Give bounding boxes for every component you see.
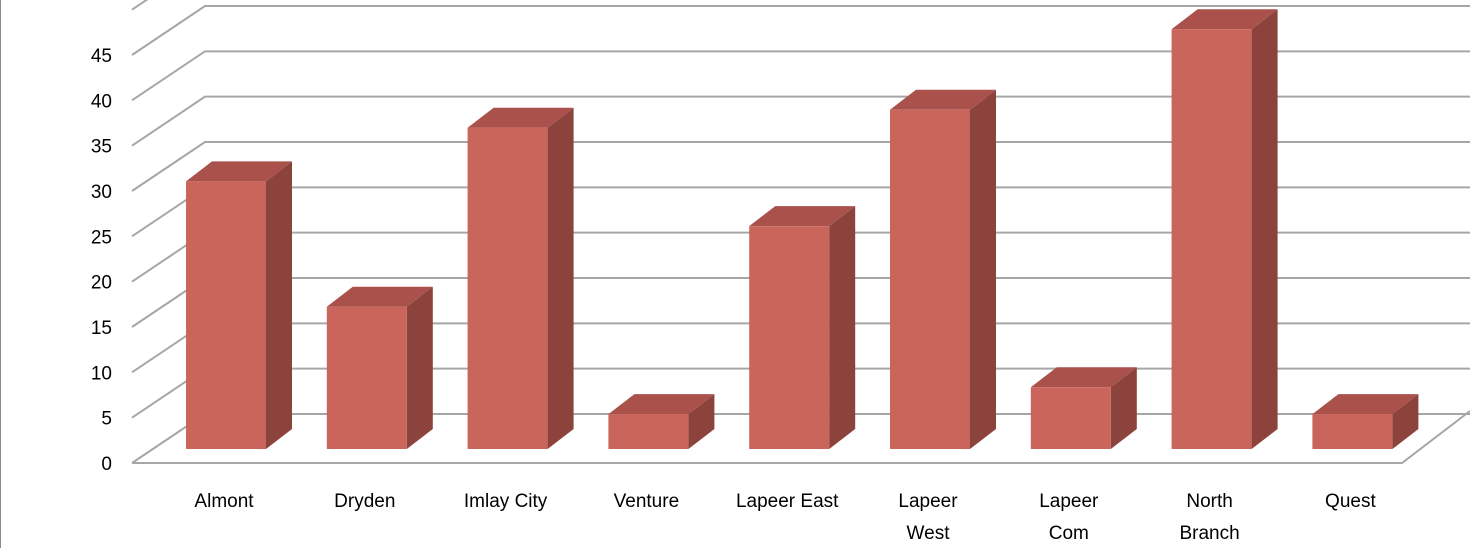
- y-axis-ticks: 0 5 10 15 20 25 30 35 40 45: [91, 46, 112, 475]
- x-category-label: Imlay City: [464, 491, 548, 512]
- bar-top-face: [1030, 367, 1137, 388]
- bar-side-face: [1251, 9, 1278, 449]
- x-category-label-line: Lapeer: [898, 491, 958, 512]
- x-category-label-line: Branch: [1179, 523, 1239, 544]
- bar-top-face: [467, 107, 574, 128]
- bar-top-face: [1171, 9, 1278, 30]
- gridline: [131, 5, 1470, 56]
- x-category-label: Lapeer West: [898, 491, 958, 544]
- bar: [890, 89, 996, 450]
- x-category-label-line: Lapeer East: [736, 491, 839, 512]
- y-tick-label: 45: [91, 46, 112, 67]
- bar: [326, 286, 433, 449]
- x-category-label: Lapeer Com: [1039, 491, 1099, 544]
- x-axis-labels: Almont Dryden Imlay City Venture Lapeer East…: [194, 491, 1376, 544]
- bar-side-face: [970, 89, 996, 450]
- x-category-label-line: West: [907, 523, 951, 544]
- bar-front-face: [749, 226, 830, 449]
- bar-front-face: [890, 109, 970, 450]
- x-category-label-line: Imlay City: [464, 491, 548, 512]
- bar: [608, 394, 715, 449]
- bar-top-face: [749, 206, 856, 227]
- bar-top-face: [608, 394, 715, 415]
- y-tick-label: 25: [91, 227, 112, 248]
- bar-side-face: [1110, 367, 1137, 449]
- bar-front-face: [186, 181, 266, 449]
- y-tick-label: 15: [91, 318, 112, 339]
- x-category-label: Almont: [194, 491, 254, 512]
- gridline: [131, 50, 1470, 102]
- x-category-label: Lapeer East: [736, 491, 839, 512]
- bar-front-face: [1171, 29, 1252, 449]
- x-category-label-line: Com: [1049, 523, 1089, 544]
- chart-frame-edge: [0, 0, 1, 548]
- bar: [1312, 394, 1419, 449]
- gridline: [131, 141, 1470, 192]
- x-category-label: Venture: [614, 491, 680, 512]
- bar-front-face: [467, 127, 548, 449]
- bar-front-face: [608, 414, 689, 449]
- bar: [1030, 367, 1137, 449]
- x-category-label-line: Venture: [614, 491, 680, 512]
- bar-side-face: [406, 286, 433, 449]
- x-category-label-line: Almont: [194, 491, 254, 512]
- bar-side-face: [688, 394, 715, 449]
- bars: [186, 9, 1419, 450]
- bar-top-face: [1312, 394, 1419, 415]
- bar-side-face: [829, 206, 856, 449]
- x-category-label-line: North: [1186, 491, 1232, 512]
- y-tick-label: 40: [91, 91, 112, 112]
- floor-front-edge: [132, 410, 1470, 464]
- bar-top-face: [186, 161, 292, 182]
- x-category-label-line: Lapeer: [1039, 491, 1099, 512]
- gridline: [131, 95, 1470, 147]
- x-category-label: Dryden: [334, 491, 395, 512]
- bar-top-face: [890, 89, 996, 110]
- bar-side-face: [547, 107, 574, 449]
- x-category-label-line: Quest: [1325, 491, 1376, 512]
- x-category-label-line: Dryden: [334, 491, 395, 512]
- bar-front-face: [1030, 387, 1111, 449]
- y-tick-label: 5: [101, 409, 112, 430]
- bar-front-face: [326, 306, 407, 449]
- gridline: [131, 0, 149, 11]
- x-category-label: Quest: [1325, 491, 1376, 512]
- bar: [467, 107, 574, 449]
- bar-front-face: [1312, 414, 1393, 449]
- bar-side-face: [1392, 394, 1419, 449]
- y-tick-label: 30: [91, 182, 112, 203]
- y-tick-label: 0: [101, 454, 112, 475]
- bar: [1171, 9, 1278, 449]
- bar: [186, 161, 292, 449]
- bar: [749, 206, 856, 449]
- y-tick-label: 10: [91, 363, 112, 384]
- y-tick-label: 35: [91, 137, 112, 158]
- y-tick-label: 20: [91, 273, 112, 294]
- bar-side-face: [266, 161, 292, 449]
- bar-top-face: [326, 286, 433, 307]
- x-category-label: North Branch: [1179, 491, 1239, 544]
